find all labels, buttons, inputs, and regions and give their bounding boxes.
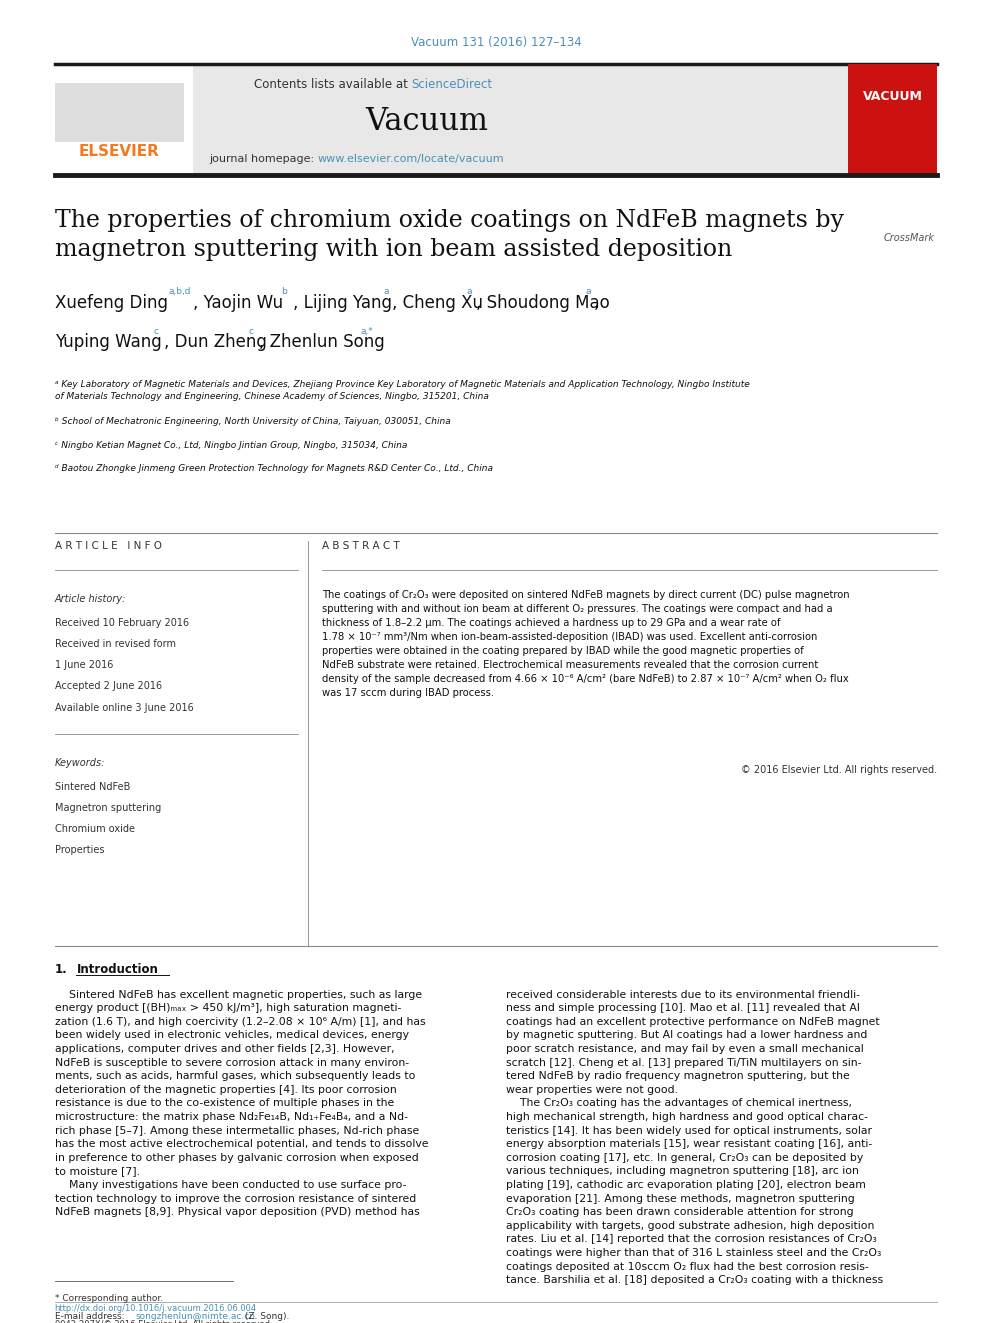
Text: ELSEVIER: ELSEVIER — [78, 144, 160, 159]
Text: www.elsevier.com/locate/vacuum: www.elsevier.com/locate/vacuum — [317, 153, 504, 164]
Text: , Cheng Xu: , Cheng Xu — [392, 294, 483, 312]
Text: ᵃ Key Laboratory of Magnetic Materials and Devices, Zhejiang Province Key Labora: ᵃ Key Laboratory of Magnetic Materials a… — [55, 380, 749, 401]
Text: ᵈ Baotou Zhongke Jinmeng Green Protection Technology for Magnets R&D Center Co.,: ᵈ Baotou Zhongke Jinmeng Green Protectio… — [55, 464, 493, 474]
Text: 1.: 1. — [55, 963, 67, 976]
Text: (Z. Song).: (Z. Song). — [242, 1312, 290, 1322]
Text: The properties of chromium oxide coatings on NdFeB magnets by
magnetron sputteri: The properties of chromium oxide coating… — [55, 209, 843, 262]
Text: A B S T R A C T: A B S T R A C T — [322, 541, 400, 552]
Text: Accepted 2 June 2016: Accepted 2 June 2016 — [55, 681, 162, 692]
Text: Yuping Wang: Yuping Wang — [55, 333, 162, 352]
Text: CrossMark: CrossMark — [884, 233, 934, 243]
Text: Article history:: Article history: — [55, 594, 126, 605]
Text: Sintered NdFeB: Sintered NdFeB — [55, 782, 130, 792]
Text: , Lijing Yang: , Lijing Yang — [293, 294, 392, 312]
Text: Vacuum: Vacuum — [365, 106, 488, 138]
Text: Available online 3 June 2016: Available online 3 June 2016 — [55, 703, 193, 713]
Text: Keywords:: Keywords: — [55, 758, 105, 769]
Text: , Yaojin Wu: , Yaojin Wu — [193, 294, 284, 312]
Text: ᶜ Ningbo Ketian Magnet Co., Ltd, Ningbo Jintian Group, Ningbo, 315034, China: ᶜ Ningbo Ketian Magnet Co., Ltd, Ningbo … — [55, 441, 407, 450]
Text: c: c — [154, 327, 159, 336]
Text: ScienceDirect: ScienceDirect — [412, 78, 493, 91]
Text: * Corresponding author.: * Corresponding author. — [55, 1294, 163, 1303]
Text: songzhenlun@nimte.ac.cn: songzhenlun@nimte.ac.cn — [136, 1312, 256, 1322]
Text: ᵇ School of Mechatronic Engineering, North University of China, Taiyuan, 030051,: ᵇ School of Mechatronic Engineering, Nor… — [55, 417, 450, 426]
Text: © 2016 Elsevier Ltd. All rights reserved.: © 2016 Elsevier Ltd. All rights reserved… — [741, 765, 937, 775]
Bar — [193, 64, 848, 175]
Text: journal homepage:: journal homepage: — [208, 153, 317, 164]
Text: E-mail address:: E-mail address: — [55, 1312, 127, 1322]
Text: Sintered NdFeB has excellent magnetic properties, such as large
energy product [: Sintered NdFeB has excellent magnetic pr… — [55, 990, 429, 1217]
Text: Magnetron sputtering: Magnetron sputtering — [55, 803, 161, 814]
Text: VACUUM: VACUUM — [863, 90, 923, 103]
Text: 1 June 2016: 1 June 2016 — [55, 660, 113, 671]
Text: The coatings of Cr₂O₃ were deposited on sintered NdFeB magnets by direct current: The coatings of Cr₂O₃ were deposited on … — [322, 590, 850, 699]
Text: Received in revised form: Received in revised form — [55, 639, 176, 650]
Text: Chromium oxide: Chromium oxide — [55, 824, 135, 835]
Text: Vacuum 131 (2016) 127–134: Vacuum 131 (2016) 127–134 — [411, 36, 581, 49]
Bar — [55, 83, 184, 142]
Text: Contents lists available at: Contents lists available at — [254, 78, 412, 91]
Bar — [848, 64, 937, 175]
Text: , Zhenlun Song: , Zhenlun Song — [259, 333, 385, 352]
Text: received considerable interests due to its environmental friendli-
ness and simp: received considerable interests due to i… — [506, 990, 883, 1285]
Text: a: a — [585, 287, 591, 296]
Text: http://dx.doi.org/10.1016/j.vacuum.2016.06.004: http://dx.doi.org/10.1016/j.vacuum.2016.… — [55, 1304, 257, 1314]
Text: A R T I C L E   I N F O: A R T I C L E I N F O — [55, 541, 162, 552]
Text: , Dun Zheng: , Dun Zheng — [164, 333, 267, 352]
Text: c: c — [249, 327, 254, 336]
Text: ,: , — [593, 294, 598, 312]
Text: Introduction: Introduction — [76, 963, 159, 976]
Text: a,*: a,* — [360, 327, 373, 336]
Text: Received 10 February 2016: Received 10 February 2016 — [55, 618, 188, 628]
Text: a: a — [466, 287, 472, 296]
Text: a,b,d: a,b,d — [169, 287, 191, 296]
Text: , Shoudong Mao: , Shoudong Mao — [476, 294, 610, 312]
Text: b: b — [281, 287, 287, 296]
Text: 0042-207X/© 2016 Elsevier Ltd. All rights reserved.: 0042-207X/© 2016 Elsevier Ltd. All right… — [55, 1320, 272, 1323]
Text: a: a — [384, 287, 390, 296]
Text: Xuefeng Ding: Xuefeng Ding — [55, 294, 168, 312]
Text: Properties: Properties — [55, 845, 104, 856]
